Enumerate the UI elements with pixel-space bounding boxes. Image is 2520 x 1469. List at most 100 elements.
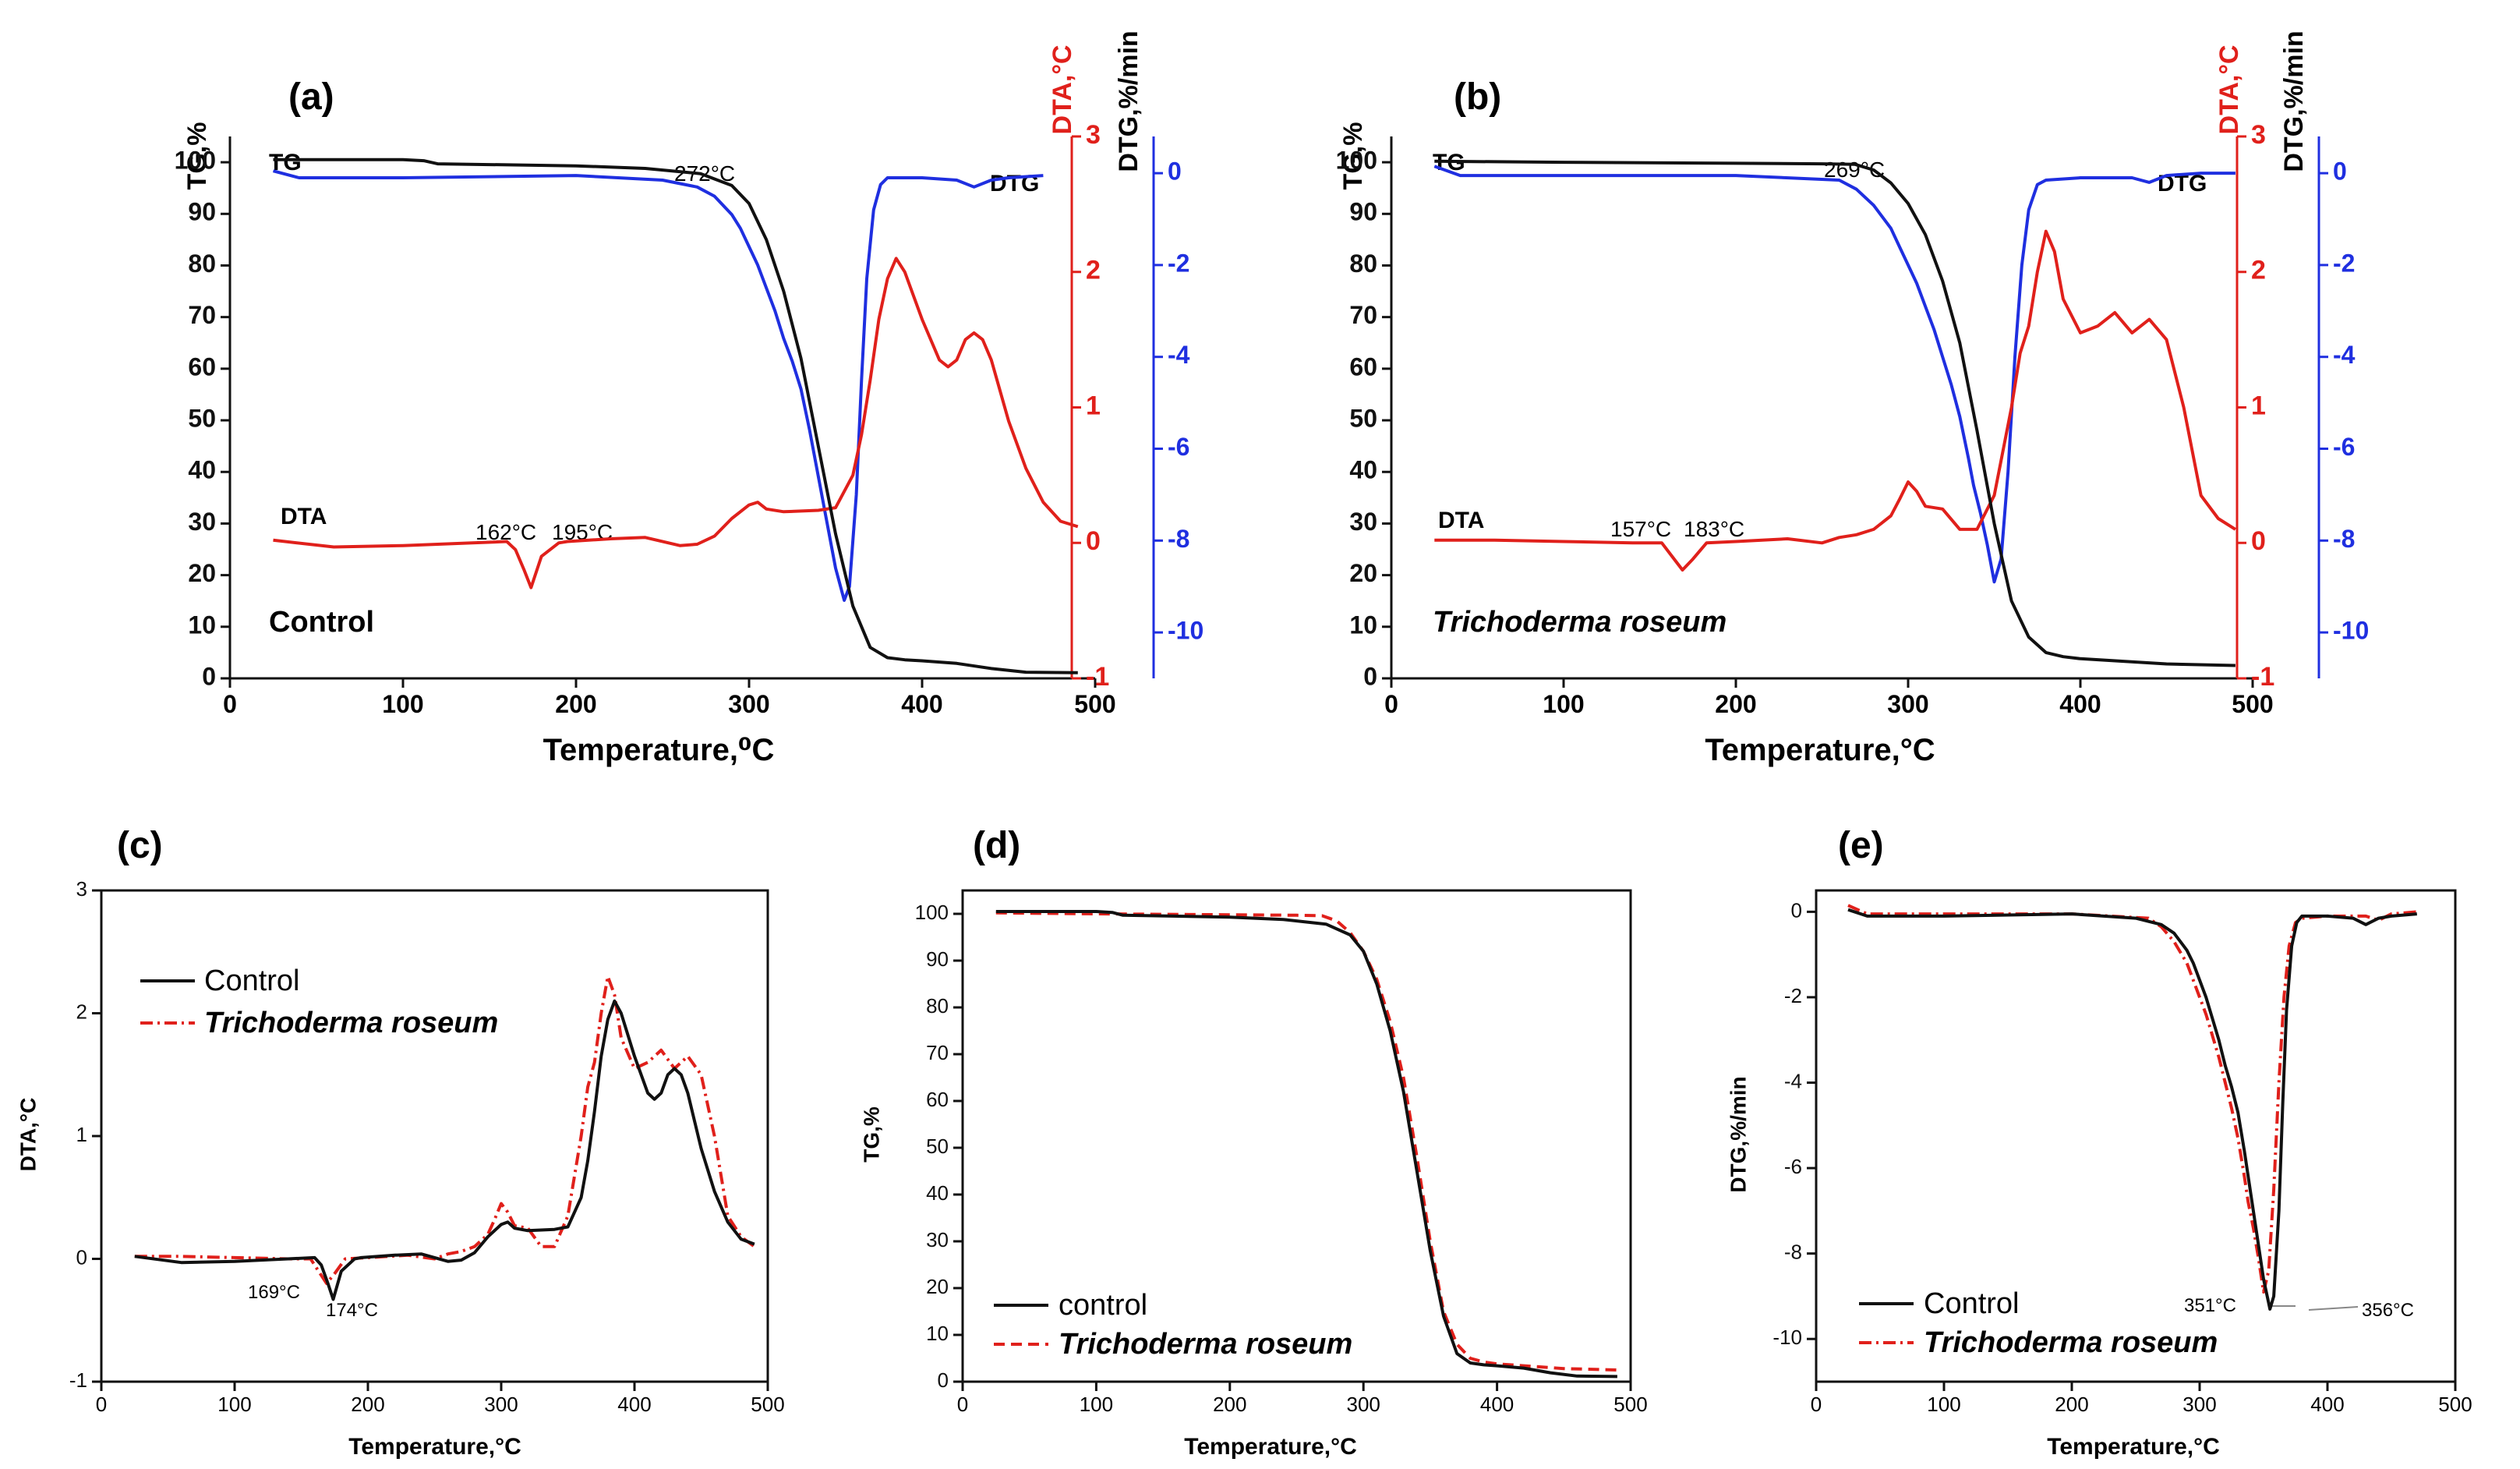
tg-tick-label: 10: [188, 611, 216, 639]
tg-tick-label: 90: [188, 198, 216, 226]
y-tick-label: 30: [926, 1228, 949, 1251]
y-tick-label: -2: [1784, 984, 1802, 1007]
x-tick-label: 400: [2059, 690, 2101, 718]
y-tick-label: 2: [76, 1000, 87, 1023]
x-tick-label: 100: [1080, 1393, 1113, 1416]
dtg-series-label: DTG: [990, 171, 1039, 196]
x-tick-label: 300: [1347, 1393, 1380, 1416]
tg-tick-label: 80: [1349, 250, 1377, 278]
dtg-tick-label: 0: [1168, 158, 1182, 186]
dtg-tick-label: -2: [1168, 249, 1189, 277]
y-tick-label: 0: [938, 1368, 949, 1392]
tg-tick-label: 80: [188, 250, 216, 278]
dtg-tick-label: -10: [1168, 617, 1203, 645]
tg-tick-label: 60: [188, 352, 216, 381]
legend-label-control: Control: [1924, 1287, 2020, 1320]
x-tick-label: 300: [728, 690, 769, 718]
tg-tick-label: 20: [188, 559, 216, 587]
tg-tick-label: 0: [1363, 662, 1377, 690]
y-axis-title: TG,%: [859, 1106, 883, 1163]
panel-a: (a) TG,% DTA,°C DTG,%/min TG DTA DTG Con…: [175, 30, 1204, 767]
x-tick-label: 500: [2438, 1393, 2472, 1416]
legend-label-trichoderma: Trichoderma roseum: [1924, 1326, 2218, 1359]
dta-axis-title: DTA,°C: [2214, 45, 2244, 135]
x-tick-label: 300: [1887, 690, 1928, 718]
dta-tick-label: 2: [1086, 256, 1101, 285]
tg-tick-label: 90: [1349, 198, 1377, 226]
dta-peak-annotation: 157°C: [1610, 517, 1671, 541]
dta-tick-label: 0: [2251, 526, 2266, 556]
tg-tick-label: 70: [1349, 301, 1377, 329]
dta-tick-label: -1: [1086, 662, 1109, 692]
series-line-trichoderma-roseum: [1847, 904, 2417, 1294]
series-line-dtg: [1433, 165, 2235, 584]
tg-tick-label: 40: [1349, 456, 1377, 484]
y-tick-label: 0: [76, 1245, 87, 1269]
x-tick-label: 500: [1613, 1393, 1647, 1416]
legend-label-trichoderma: Trichoderma roseum: [1059, 1328, 1352, 1361]
panel-b: (b) TG,% DTA,°C DTG,%/min TG DTA DTG Tri…: [1336, 30, 2370, 767]
x-tick-label: 100: [1543, 690, 1584, 718]
dtg-tick-label: -2: [2333, 249, 2355, 277]
dta-peak-annotation: 183°C: [1684, 517, 1744, 541]
x-tick-label: 200: [555, 690, 596, 718]
dta-series-label: DTA: [1438, 508, 1484, 533]
tg-tick-label: 70: [188, 301, 216, 329]
panel-label: (e): [1838, 825, 1884, 866]
dta-tick-label: 1: [2251, 391, 2266, 420]
tg-tick-label: 50: [1349, 405, 1377, 433]
x-axis-title: Temperature,°C: [1184, 1434, 1357, 1460]
y-tick-label: 10: [926, 1322, 949, 1345]
y-tick-label: 0: [1791, 898, 1802, 922]
dtg-tick-label: -8: [2333, 525, 2355, 553]
y-tick-label: -6: [1784, 1155, 1802, 1178]
tg-axis-title: TG,%: [1338, 122, 1368, 190]
dta-tick-label: 1: [1086, 391, 1101, 420]
series-line-control: [134, 999, 755, 1301]
x-tick-label: 0: [957, 1393, 968, 1416]
tg-tick-label: 100: [1336, 147, 1377, 175]
tg-tick-label: 30: [1349, 508, 1377, 536]
tg-tick-label: 30: [188, 508, 216, 536]
x-tick-label: 400: [617, 1393, 651, 1416]
tg-tick-label: 0: [202, 662, 216, 690]
x-axis-title: Temperature,°C: [1705, 733, 1935, 767]
y-tick-label: -4: [1784, 1069, 1802, 1092]
plot-frame: [1815, 889, 2457, 1383]
tg-tick-label: 100: [175, 147, 216, 175]
dta-tick-label: 0: [1086, 526, 1101, 556]
dta-tick-label: 3: [1086, 120, 1101, 150]
tg-tick-label: 40: [188, 456, 216, 484]
peak-annotation: 169°C: [248, 1282, 300, 1303]
series-line-trichoderma-roseum: [995, 911, 1617, 1372]
x-axis-title: Temperature,⁰C: [543, 733, 775, 767]
peak-annotation: 174°C: [326, 1300, 378, 1321]
legend-label-control: control: [1059, 1289, 1147, 1322]
x-tick-label: 400: [1480, 1393, 1514, 1416]
series-line-tg: [273, 158, 1078, 674]
dtg-axis-title: DTG,%/min: [2279, 30, 2309, 172]
series-line-dtg: [272, 169, 1044, 602]
x-axis-title: Temperature,°C: [2047, 1434, 2220, 1460]
dta-tick-label: 3: [2251, 120, 2266, 150]
y-tick-label: 20: [926, 1275, 949, 1298]
dtg-tick-label: -4: [2333, 341, 2356, 369]
y-tick-label: 40: [926, 1181, 949, 1205]
dtg-tick-label: -6: [2333, 433, 2355, 461]
tg-tick-label: 50: [188, 405, 216, 433]
panel-label: (a): [288, 76, 334, 118]
y-tick-label: 60: [926, 1088, 949, 1111]
x-tick-label: 300: [484, 1393, 518, 1416]
y-tick-label: 50: [926, 1134, 949, 1158]
tg-tick-label: 60: [1349, 352, 1377, 381]
x-tick-label: 200: [1715, 690, 1756, 718]
x-tick-label: 0: [1811, 1393, 1822, 1416]
series-line-control: [1847, 908, 2417, 1311]
dtg-axis-title: DTG,%/min: [1114, 30, 1143, 172]
x-tick-label: 500: [1074, 690, 1115, 718]
panel-d: (d) TG,% Temperature,°C control Trichode…: [859, 825, 1647, 1460]
y-tick-label: 3: [76, 877, 87, 901]
panel-label: (d): [973, 825, 1020, 866]
dta-series-label: DTA: [281, 504, 327, 529]
